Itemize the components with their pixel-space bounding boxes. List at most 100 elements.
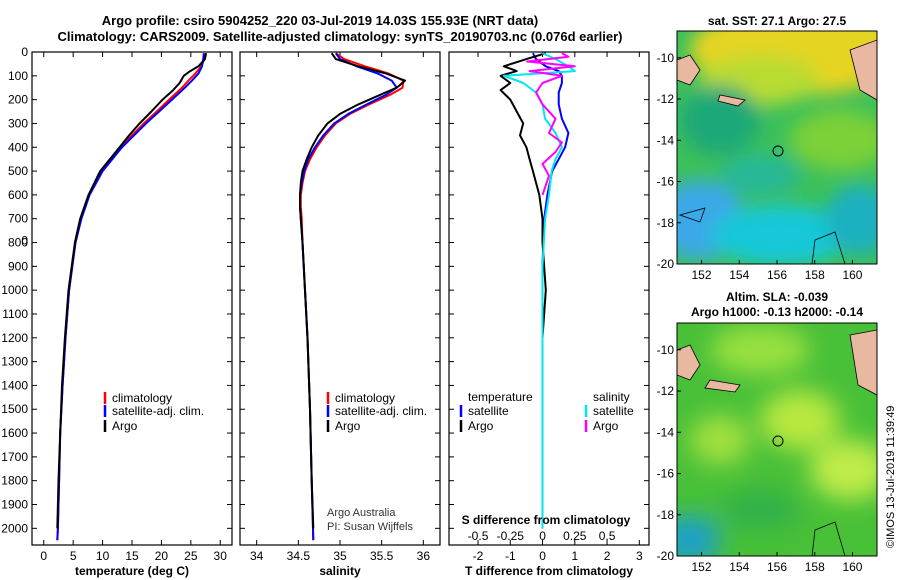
x-tick-label: 0 (40, 549, 47, 563)
x-tick-label: 5 (70, 549, 77, 563)
annotation-pi: PI: Susan Wijffels (327, 521, 413, 533)
lat-tick-label: -10 (657, 51, 675, 65)
legend-title-salinity: salinity (593, 390, 630, 404)
depth-tick-label: 0 (21, 234, 28, 248)
x-tick-label: 3 (636, 549, 643, 563)
annotation-argo-australia: Argo Australia (327, 507, 396, 519)
series-line-climatology (299, 52, 405, 541)
salinity-xlabel: salinity (319, 564, 361, 578)
depth-tick-label: 300 (8, 116, 28, 130)
x-tick-label: 30 (214, 549, 228, 563)
lon-tick-label: 152 (692, 560, 712, 574)
lat-tick-label: -20 (657, 257, 675, 271)
x-tick-label: 1 (571, 549, 578, 563)
difference-xlabel: T difference from climatology (465, 564, 633, 578)
lon-tick-label: 152 (692, 268, 712, 282)
depth-tick-label: 1400 (1, 378, 28, 392)
series-line-argo (56, 53, 208, 529)
x-tick-label: -2 (473, 549, 484, 563)
imos-timestamp: ©IMOS 13-Jul-2019 11:39:49 (885, 406, 897, 548)
s-tick-label: -0.5 (468, 529, 489, 543)
difference-legend: temperature satellite Argo salinity sate… (459, 390, 634, 527)
lat-tick-label: -16 (657, 175, 675, 189)
legend-label-climatology: climatology (112, 391, 172, 405)
x-tick-label: -1 (505, 549, 516, 563)
temperature-legend: climatology satellite-adj. clim. Argo (103, 391, 204, 433)
depth-tick-label: 1000 (1, 283, 28, 297)
series-line-s-satellite (502, 52, 576, 529)
legend-label-satellite: satellite-adj. clim. (335, 404, 427, 418)
legend-label-t-argo: Argo (468, 419, 494, 433)
difference-ticks: -2 -1 0 1 2 3 -0.5 -0.25 0 0.25 0.5 (449, 51, 649, 563)
s-tick-label: -0.25 (497, 529, 525, 543)
depth-tick-label: 1900 (1, 498, 28, 512)
depth-tick-label: 0 (21, 45, 28, 59)
s-difference-label: S difference from climatology (462, 513, 631, 527)
series-line-argo (299, 52, 406, 529)
lat-tick-label: -14 (657, 425, 675, 439)
x-tick-label: 35 (333, 549, 347, 563)
argo-position-marker (772, 145, 784, 157)
legend-label-argo: Argo (112, 419, 138, 433)
depth-tick-label: 800 (8, 236, 28, 250)
x-tick-label: 2 (604, 549, 611, 563)
lon-tick-label: 160 (842, 268, 862, 282)
x-tick-label: 34 (250, 549, 264, 563)
series-line-t-satellite (532, 52, 570, 529)
legend-label-satellite: satellite-adj. clim. (112, 404, 204, 418)
depth-tick-label: 2000 (1, 521, 28, 535)
lon-tick-label: 156 (767, 268, 787, 282)
lat-tick-label: -18 (657, 216, 675, 230)
s-tick-label: 0.25 (563, 529, 587, 543)
temperature-panel-frame (31, 51, 233, 546)
lon-tick-label: 154 (729, 560, 749, 574)
temperature-xlabel: temperature (deg C) (75, 564, 189, 578)
sla-map (677, 323, 877, 556)
lat-tick-label: -12 (657, 384, 675, 398)
salinity-panel-frame (239, 51, 441, 546)
depth-tick-label: 400 (8, 140, 28, 154)
depth-tick-label: 100 (8, 69, 28, 83)
x-tick-label: 35.5 (370, 549, 394, 563)
depth-tick-label: 900 (8, 259, 28, 273)
depth-tick-label: 1500 (1, 402, 28, 416)
difference-panel-frame (448, 51, 650, 546)
salinity-ticks: 34 34.5 35 35.5 36 (240, 51, 440, 563)
depth-tick-label: 1100 (2, 307, 28, 321)
depth-tick-label: 1200 (1, 331, 28, 345)
depth-tick-label: 1700 (1, 450, 28, 464)
lon-tick-label: 160 (842, 560, 862, 574)
depth-tick-label: 200 (8, 93, 28, 107)
sst-map-title: sat. SST: 27.1 Argo: 27.5 (708, 14, 847, 28)
lat-tick-label: -16 (657, 467, 675, 481)
legend-label-s-satellite: satellite (593, 404, 634, 418)
legend-label-climatology: climatology (335, 391, 395, 405)
legend-label-t-satellite: satellite (468, 404, 509, 418)
depth-tick-label: 1600 (1, 426, 28, 440)
lon-tick-label: 158 (805, 560, 825, 574)
lon-tick-label: 158 (805, 268, 825, 282)
difference-lines (499, 52, 576, 529)
lon-tick-label: 156 (767, 560, 787, 574)
series-line-t-argo (499, 52, 547, 529)
lat-tick-label: -20 (657, 549, 675, 563)
lat-tick-label: -18 (657, 508, 675, 522)
x-tick-label: 34.5 (287, 549, 311, 563)
salinity-legend: climatology satellite-adj. clim. Argo Ar… (326, 391, 427, 533)
lat-tick-label: -12 (657, 92, 675, 106)
lon-tick-label: 154 (729, 268, 749, 282)
argo-position-marker (772, 435, 784, 447)
depth-tick-label: 600 (8, 188, 28, 202)
legend-label-s-argo: Argo (593, 419, 619, 433)
title-line-1: Argo profile: csiro 5904252_220 03-Jul-2… (102, 13, 538, 28)
depth-tick-label: 1800 (1, 474, 28, 488)
depth-tick-label: 1300 (1, 355, 28, 369)
x-tick-label: 0 (539, 549, 546, 563)
sla-map-title-2: Argo h1000: -0.13 h2000: -0.14 (691, 305, 863, 319)
x-tick-label: 36 (417, 549, 431, 563)
x-tick-label: 20 (155, 549, 169, 563)
depth-tick-label: 500 (8, 164, 28, 178)
legend-label-argo: Argo (335, 419, 361, 433)
temperature-ticks: 0 5 10 15 20 25 30 (32, 51, 232, 563)
